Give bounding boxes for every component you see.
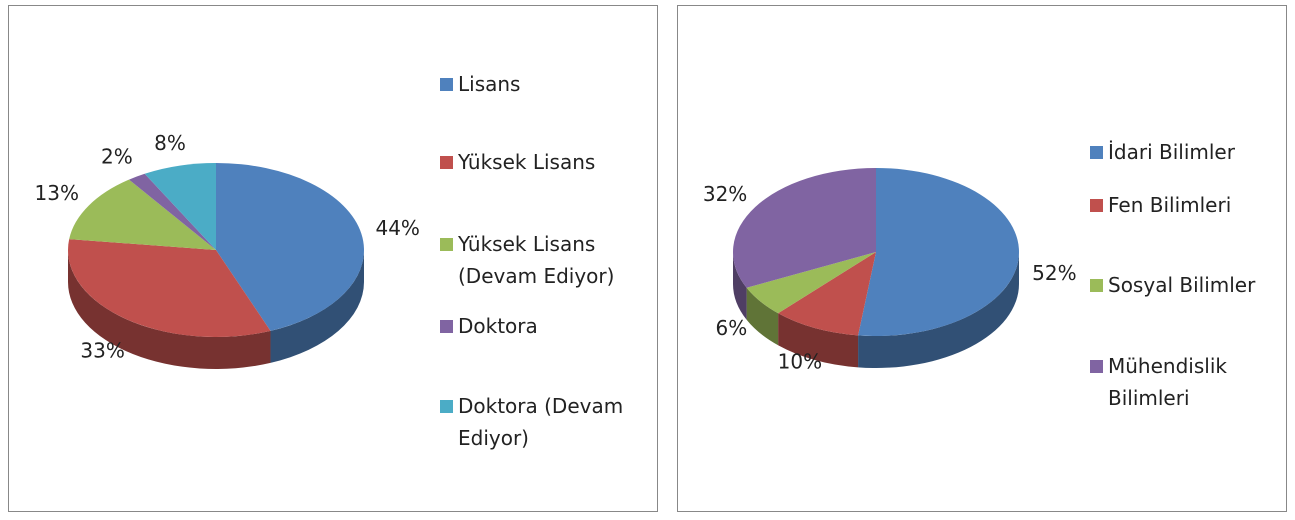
legend-swatch [1090,279,1103,292]
legend-label: Sosyal Bilimler [1108,273,1256,297]
legend-label: Yüksek Lisans [458,150,596,174]
legend-swatch [440,156,453,169]
pie-slice [129,173,216,250]
legend-swatch [1090,360,1103,373]
legend-item: Doktora [440,310,635,342]
legend-label: Fen Bilimleri [1108,193,1232,217]
legend-label: Mühendislik Bilimleri [1108,354,1227,410]
data-label: 6% [716,316,748,340]
legend-item: İdari Bilimler [1090,136,1270,168]
data-label: 10% [778,350,822,374]
legend-label: Yüksek Lisans (Devam Ediyor) [458,232,615,288]
legend-label: İdari Bilimler [1108,140,1235,164]
data-label: 8% [154,131,186,155]
legend-swatch [440,400,453,413]
legend-item: Fen Bilimleri [1090,189,1270,221]
slice-side [858,252,1019,369]
slice-side [778,313,859,368]
slice-side [270,250,364,363]
pie-slice [216,163,365,331]
data-label: 32% [703,182,747,206]
slice-side [68,250,271,370]
legend-item: Doktora (Devam Ediyor) [440,390,635,454]
legend-swatch [440,238,453,251]
pie-slice [732,168,876,288]
pie-slice [67,239,271,337]
slice-side [733,252,747,320]
data-label: 2% [101,145,133,169]
legend-swatch [440,320,453,333]
data-label: 13% [35,181,79,205]
legend-item: Yüksek Lisans (Devam Ediyor) [440,228,635,292]
pie-slice [144,163,216,250]
legend-swatch [1090,199,1103,212]
pie-slice [858,168,1019,336]
legend-item: Mühendislik Bilimleri [1090,350,1270,414]
pie-slice [746,252,876,314]
data-label: 44% [375,216,419,240]
legend-item: Sosyal Bilimler [1090,269,1270,301]
legend-swatch [440,78,453,91]
legend-item: Lisans [440,68,635,100]
slice-side [746,287,779,346]
pie-slice [69,179,216,250]
legend-label: Doktora [458,314,538,338]
legend-label: Lisans [458,72,521,96]
data-label: 52% [1032,261,1076,285]
legend-label: Doktora (Devam Ediyor) [458,394,624,450]
data-label: 33% [80,338,124,362]
pie-slice [778,252,876,336]
legend-swatch [1090,146,1103,159]
legend-item: Yüksek Lisans [440,146,635,178]
